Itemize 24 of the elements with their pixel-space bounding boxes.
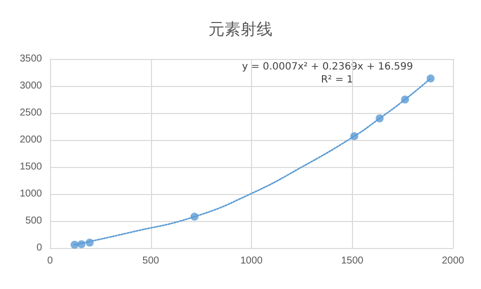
chart-title: 元素射线	[208, 20, 272, 38]
point	[77, 240, 86, 248]
x-tick-label: 0	[47, 256, 54, 266]
y-tick-label: 2500	[20, 108, 42, 118]
y-tick-label: 500	[25, 216, 42, 226]
point	[190, 212, 198, 221]
point	[401, 96, 410, 104]
y-tick-label: 1500	[20, 162, 42, 172]
y-tick-label: 2000	[20, 134, 42, 146]
y-tick-label: 3500	[20, 54, 42, 64]
y-tick-label: 0	[36, 242, 42, 254]
point	[70, 240, 79, 249]
x-tick-label: 1000	[240, 256, 264, 266]
x-tick-label: 2000	[442, 256, 465, 266]
annotation: R² = 1	[320, 74, 354, 86]
point	[426, 74, 435, 82]
y-tick-label: 3000	[20, 80, 42, 92]
x-tick-label: 1500	[341, 256, 364, 266]
y-tick-label: 1000	[20, 188, 42, 200]
point	[376, 114, 384, 122]
point	[350, 132, 358, 140]
annotation: y = 0.0007x² + 0.2369x + 16.599	[242, 62, 414, 72]
point	[86, 238, 94, 247]
x-tick-label: 500	[142, 256, 160, 266]
